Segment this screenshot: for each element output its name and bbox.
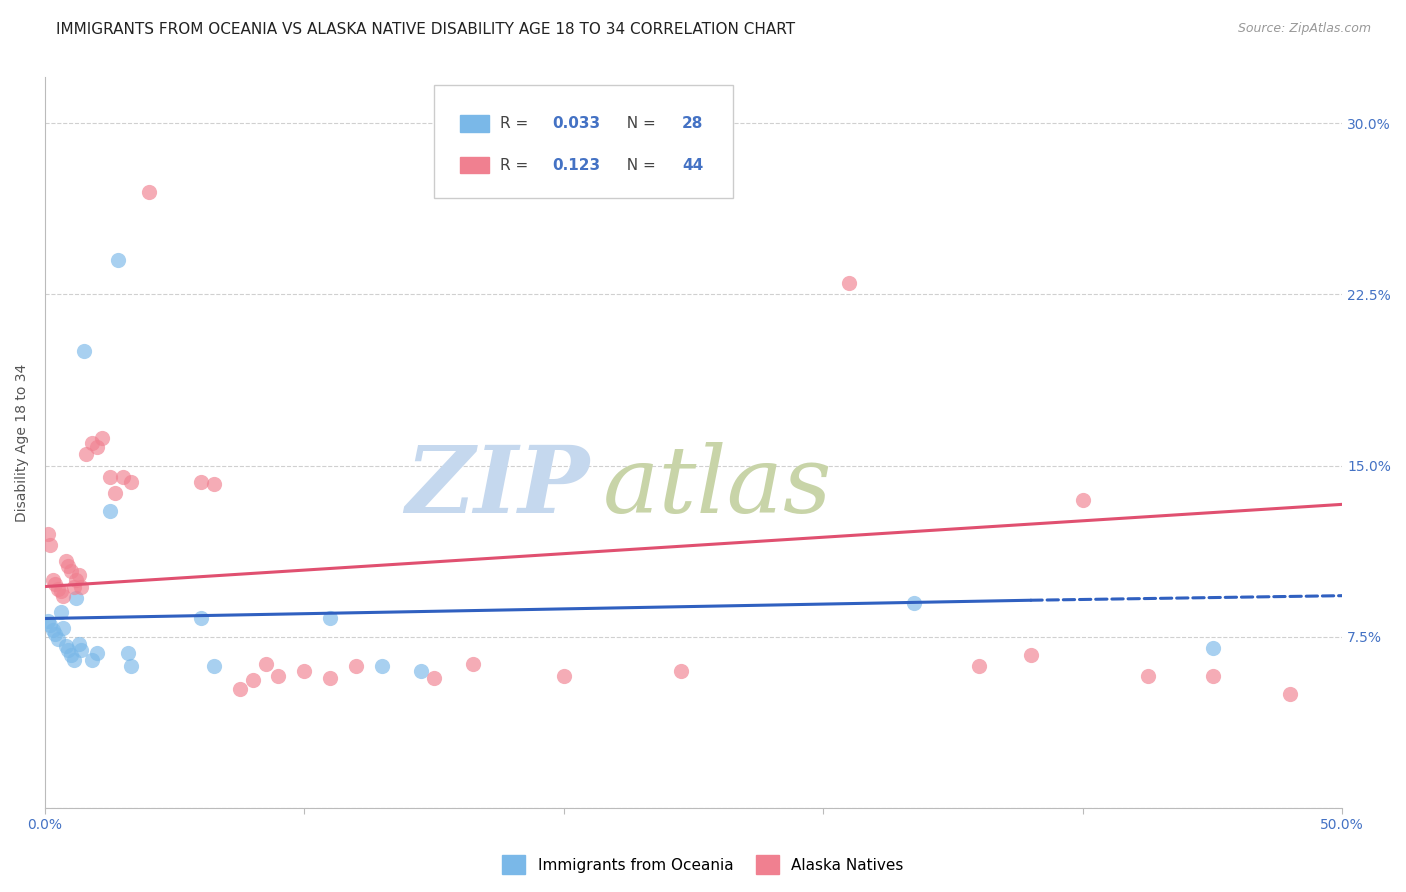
Text: 44: 44: [682, 158, 703, 173]
Point: [190, 611, 212, 625]
FancyBboxPatch shape: [434, 85, 733, 198]
Point: [319, 611, 342, 625]
Text: N =: N =: [617, 158, 661, 173]
Point: [58, 559, 80, 574]
Point: [62, 652, 84, 666]
Point: [553, 668, 575, 682]
Text: R =: R =: [501, 116, 533, 131]
Point: [98, 470, 121, 484]
Point: [120, 475, 142, 489]
Text: N =: N =: [617, 116, 661, 131]
Point: [107, 253, 129, 268]
Point: [202, 476, 225, 491]
Point: [55, 554, 77, 568]
Point: [65, 591, 87, 605]
Point: [228, 682, 250, 697]
Point: [104, 486, 127, 500]
Point: [65, 573, 87, 587]
Point: [344, 659, 367, 673]
Point: [190, 475, 212, 489]
Point: [838, 276, 860, 290]
Point: [1019, 648, 1042, 662]
Point: [52, 621, 75, 635]
Point: [423, 671, 446, 685]
Point: [111, 470, 134, 484]
Point: [120, 659, 142, 673]
Point: [98, 504, 121, 518]
Point: [319, 671, 342, 685]
FancyBboxPatch shape: [460, 115, 489, 131]
Point: [242, 673, 264, 687]
Point: [42, 573, 65, 587]
Point: [55, 639, 77, 653]
Point: [1201, 668, 1223, 682]
Point: [117, 646, 139, 660]
Point: [1136, 668, 1159, 682]
Point: [46, 632, 69, 646]
Point: [202, 659, 225, 673]
Point: [903, 595, 925, 609]
Text: 28: 28: [682, 116, 703, 131]
Point: [267, 668, 290, 682]
Point: [44, 577, 66, 591]
Point: [80, 435, 103, 450]
Point: [371, 659, 394, 673]
Point: [37, 527, 59, 541]
Point: [73, 344, 96, 359]
Point: [294, 664, 316, 678]
Point: [1071, 492, 1094, 507]
Point: [44, 627, 66, 641]
Point: [49, 605, 72, 619]
Point: [461, 657, 484, 672]
Point: [62, 580, 84, 594]
Point: [254, 657, 277, 672]
Point: [70, 643, 93, 657]
Point: [86, 440, 108, 454]
Point: [138, 185, 160, 199]
Point: [70, 580, 93, 594]
Point: [42, 623, 65, 637]
Point: [46, 582, 69, 596]
Point: [76, 447, 98, 461]
Point: [669, 664, 692, 678]
Text: atlas: atlas: [603, 442, 832, 532]
Point: [58, 643, 80, 657]
Point: [91, 431, 114, 445]
Text: 0.123: 0.123: [553, 158, 600, 173]
Text: 0.033: 0.033: [553, 116, 600, 131]
Text: R =: R =: [501, 158, 533, 173]
Text: IMMIGRANTS FROM OCEANIA VS ALASKA NATIVE DISABILITY AGE 18 TO 34 CORRELATION CHA: IMMIGRANTS FROM OCEANIA VS ALASKA NATIVE…: [56, 22, 796, 37]
Point: [1279, 687, 1302, 701]
Point: [86, 646, 108, 660]
Point: [411, 664, 433, 678]
Point: [1201, 641, 1223, 656]
Point: [52, 589, 75, 603]
Point: [967, 659, 990, 673]
FancyBboxPatch shape: [460, 157, 489, 173]
Point: [59, 564, 82, 578]
Text: ZIP: ZIP: [405, 442, 591, 532]
Point: [37, 614, 59, 628]
Point: [39, 538, 62, 552]
Text: Source: ZipAtlas.com: Source: ZipAtlas.com: [1237, 22, 1371, 36]
Point: [49, 584, 72, 599]
Point: [67, 568, 90, 582]
Y-axis label: Disability Age 18 to 34: Disability Age 18 to 34: [15, 364, 30, 522]
Point: [39, 618, 62, 632]
Legend: Immigrants from Oceania, Alaska Natives: Immigrants from Oceania, Alaska Natives: [496, 849, 910, 880]
Point: [67, 637, 90, 651]
Point: [59, 648, 82, 662]
Point: [80, 652, 103, 666]
